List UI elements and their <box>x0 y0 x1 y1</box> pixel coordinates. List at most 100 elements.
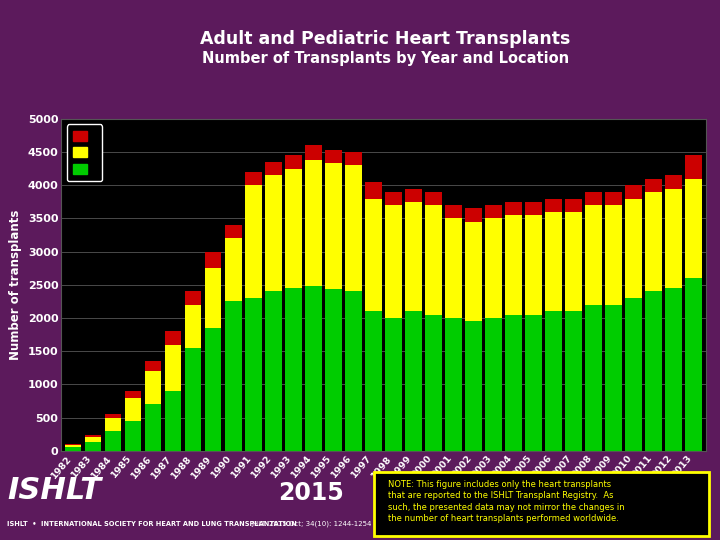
Bar <box>385 192 402 205</box>
Bar <box>345 152 361 165</box>
Bar <box>285 168 302 288</box>
Text: JHLT. 2015 Oct; 34(10): 1244-1254: JHLT. 2015 Oct; 34(10): 1244-1254 <box>251 521 372 527</box>
Text: NOTE: This figure includes only the heart transplants
that are reported to the I: NOTE: This figure includes only the hear… <box>388 480 625 523</box>
Bar <box>505 315 522 451</box>
Bar <box>445 205 462 218</box>
Bar <box>445 318 462 451</box>
Bar <box>245 172 261 185</box>
Bar <box>505 202 522 215</box>
Bar <box>245 185 261 298</box>
Bar <box>626 199 642 298</box>
Bar <box>105 431 122 451</box>
Bar <box>205 328 222 451</box>
Bar <box>145 361 161 371</box>
Bar <box>85 437 102 442</box>
Bar <box>145 371 161 404</box>
Bar <box>626 298 642 451</box>
Bar <box>405 312 422 451</box>
Bar <box>205 252 222 268</box>
Bar <box>465 222 482 321</box>
Bar <box>426 192 441 205</box>
Bar <box>365 199 382 312</box>
Bar <box>485 318 502 451</box>
Bar <box>125 391 141 398</box>
Bar <box>265 176 282 292</box>
Bar <box>365 312 382 451</box>
Legend: , , : , , <box>67 124 102 181</box>
Bar <box>465 321 482 451</box>
Bar <box>585 205 602 305</box>
Bar <box>325 150 341 163</box>
Bar <box>185 305 202 348</box>
Bar <box>565 212 582 312</box>
Bar <box>405 188 422 202</box>
Bar <box>385 318 402 451</box>
Bar <box>65 445 81 447</box>
Bar <box>405 202 422 312</box>
Bar <box>305 145 322 160</box>
Bar <box>465 208 482 222</box>
Bar <box>426 315 441 451</box>
Bar <box>85 442 102 451</box>
Bar <box>645 292 662 451</box>
Bar <box>285 288 302 451</box>
Bar <box>545 312 562 451</box>
Bar <box>606 192 622 205</box>
Bar <box>665 288 682 451</box>
Bar <box>105 414 122 418</box>
Bar <box>225 238 241 301</box>
Bar <box>165 332 181 345</box>
Bar <box>426 205 441 315</box>
Bar <box>685 278 702 451</box>
Bar <box>165 345 181 391</box>
Bar <box>626 185 642 199</box>
Bar <box>606 305 622 451</box>
Bar <box>225 225 241 238</box>
Bar <box>345 165 361 292</box>
Bar <box>245 298 261 451</box>
Text: Adult and Pediatric Heart Transplants: Adult and Pediatric Heart Transplants <box>200 30 570 48</box>
Bar <box>565 199 582 212</box>
Bar <box>485 205 502 218</box>
Bar <box>665 176 682 188</box>
Bar <box>545 212 562 312</box>
Text: 2015: 2015 <box>279 482 344 505</box>
Bar <box>526 215 541 315</box>
Bar <box>125 421 141 451</box>
Bar <box>445 218 462 318</box>
Bar <box>265 162 282 176</box>
Bar <box>125 398 141 421</box>
Bar <box>185 348 202 451</box>
Bar <box>285 156 302 168</box>
Bar <box>165 391 181 451</box>
Bar <box>325 289 341 451</box>
Bar <box>325 163 341 289</box>
Bar <box>185 292 202 305</box>
Bar <box>305 160 322 286</box>
Bar <box>385 205 402 318</box>
Y-axis label: Number of transplants: Number of transplants <box>9 210 22 360</box>
Bar <box>65 444 81 445</box>
FancyBboxPatch shape <box>374 471 709 536</box>
Bar <box>505 215 522 315</box>
Bar <box>585 305 602 451</box>
Bar <box>485 218 502 318</box>
Bar <box>585 192 602 205</box>
Bar <box>565 312 582 451</box>
Bar <box>526 315 541 451</box>
Bar <box>145 404 161 451</box>
Bar <box>365 182 382 199</box>
Bar <box>665 188 682 288</box>
Bar <box>345 292 361 451</box>
Bar <box>685 156 702 179</box>
Bar <box>606 205 622 305</box>
Bar <box>545 199 562 212</box>
Bar <box>105 418 122 431</box>
Bar <box>685 179 702 278</box>
Bar <box>645 192 662 292</box>
Bar <box>305 286 322 451</box>
Bar <box>526 202 541 215</box>
Bar <box>65 447 81 451</box>
Bar <box>645 179 662 192</box>
Bar <box>225 301 241 451</box>
